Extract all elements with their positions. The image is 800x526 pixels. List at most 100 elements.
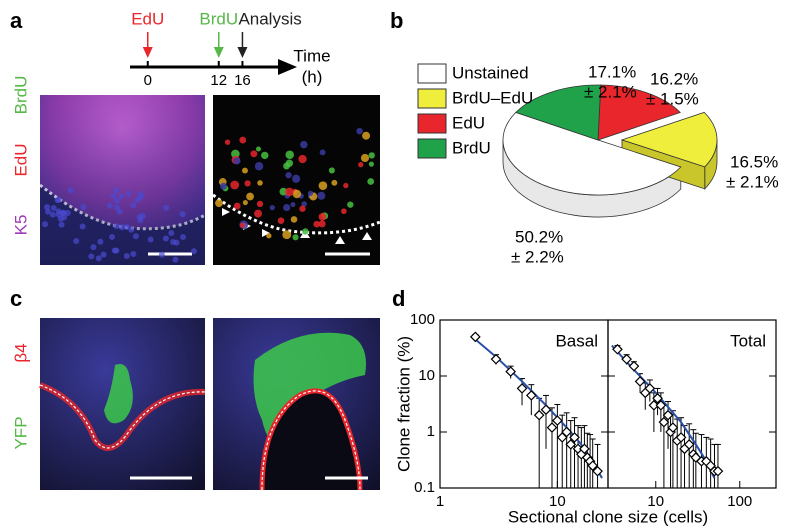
panel-label: b (390, 8, 403, 33)
pie-value-label: 16.5% (730, 152, 778, 171)
data-point (683, 439, 695, 450)
nucleus (123, 253, 130, 260)
plot-data (469, 331, 603, 488)
data-point (634, 376, 646, 387)
cell (239, 136, 247, 144)
cell (246, 192, 254, 201)
y-tick-label: 1 (427, 423, 435, 440)
cell (302, 228, 309, 235)
data-point (675, 432, 687, 443)
cell (368, 161, 374, 167)
micrograph-c-right (213, 318, 380, 491)
cell (313, 220, 321, 228)
nucleus (158, 251, 165, 258)
panel-label: a (10, 8, 23, 33)
data-point (612, 343, 623, 355)
nucleus (130, 202, 137, 209)
cell (341, 208, 347, 215)
cell (269, 204, 275, 211)
data-point (592, 465, 603, 477)
nucleus (67, 187, 74, 194)
panel-label: c (10, 286, 22, 311)
nucleus (137, 217, 144, 224)
data-point (490, 353, 502, 365)
cell (290, 216, 298, 223)
timeline-tick-label: 16 (234, 72, 251, 89)
data-point (525, 390, 537, 401)
pie-slice (502, 111, 682, 196)
plot-frame (607, 319, 777, 489)
pie-error-label: ± 1.5% (646, 89, 699, 108)
cell (290, 202, 296, 208)
cell (319, 149, 326, 156)
timeline-tick-label: 12 (210, 72, 227, 89)
cell (347, 201, 354, 208)
data-point (712, 465, 724, 477)
x-tick-label: 10 (549, 493, 566, 510)
data-point (655, 399, 667, 411)
cell (219, 182, 227, 190)
nucleus (97, 238, 104, 245)
plot-data (611, 343, 724, 488)
cell (266, 233, 272, 239)
axis-label: Time (293, 46, 330, 65)
stain-label: YFP (11, 416, 30, 449)
nucleus (95, 255, 102, 262)
nucleus (64, 210, 71, 217)
pie-error-label: ± 2.2% (511, 247, 564, 266)
nucleus (168, 229, 175, 236)
timeline-tick-label: 0 (144, 72, 152, 89)
y-tick-label: 10 (418, 367, 435, 384)
cell (224, 139, 231, 145)
data-point (579, 443, 590, 455)
cell (343, 182, 349, 189)
cell (318, 220, 326, 228)
cell (285, 150, 294, 160)
cell (239, 222, 246, 228)
data-point (565, 439, 577, 450)
pie-slice (597, 84, 681, 141)
axis-unit: (h) (302, 67, 323, 86)
event-arrowhead (237, 47, 248, 58)
nucleus (50, 204, 57, 211)
cell (257, 180, 263, 186)
pie-error-label: ± 2.1% (584, 82, 637, 101)
cell (277, 217, 285, 224)
panel-label: d (392, 286, 405, 311)
cell (301, 201, 307, 207)
cell (254, 162, 264, 171)
x-axis-label: Sectional clone size (cells) (508, 507, 708, 526)
nucleus (113, 187, 120, 194)
data-point (546, 422, 558, 433)
nucleus (128, 226, 135, 233)
cell (254, 209, 263, 218)
pie-slice (515, 84, 602, 141)
cell (292, 189, 302, 199)
nucleus (44, 208, 51, 215)
nucleus (180, 234, 187, 241)
data-point (533, 409, 545, 421)
y-axis-label: Clone fraction (%) (394, 336, 413, 472)
data-point (621, 353, 632, 365)
nucleus (123, 223, 130, 230)
nucleus (57, 215, 64, 222)
nucleus (132, 233, 139, 240)
micrograph-c-left (38, 318, 206, 490)
event-label: EdU (131, 9, 164, 28)
cell (244, 180, 251, 187)
data-point (667, 422, 679, 433)
nucleus (79, 223, 86, 230)
legend-label: EdU (452, 113, 485, 132)
data-point (648, 399, 660, 411)
data-point (587, 460, 599, 472)
nucleus (109, 233, 116, 240)
data-point (690, 452, 702, 463)
nucleus (173, 239, 180, 246)
pie-value-label: 16.2% (650, 69, 698, 88)
stain-label: BrdU (11, 76, 30, 115)
plot-title: Total (730, 331, 766, 350)
cell (285, 159, 294, 167)
nucleus (73, 237, 80, 244)
nucleus (163, 204, 170, 211)
